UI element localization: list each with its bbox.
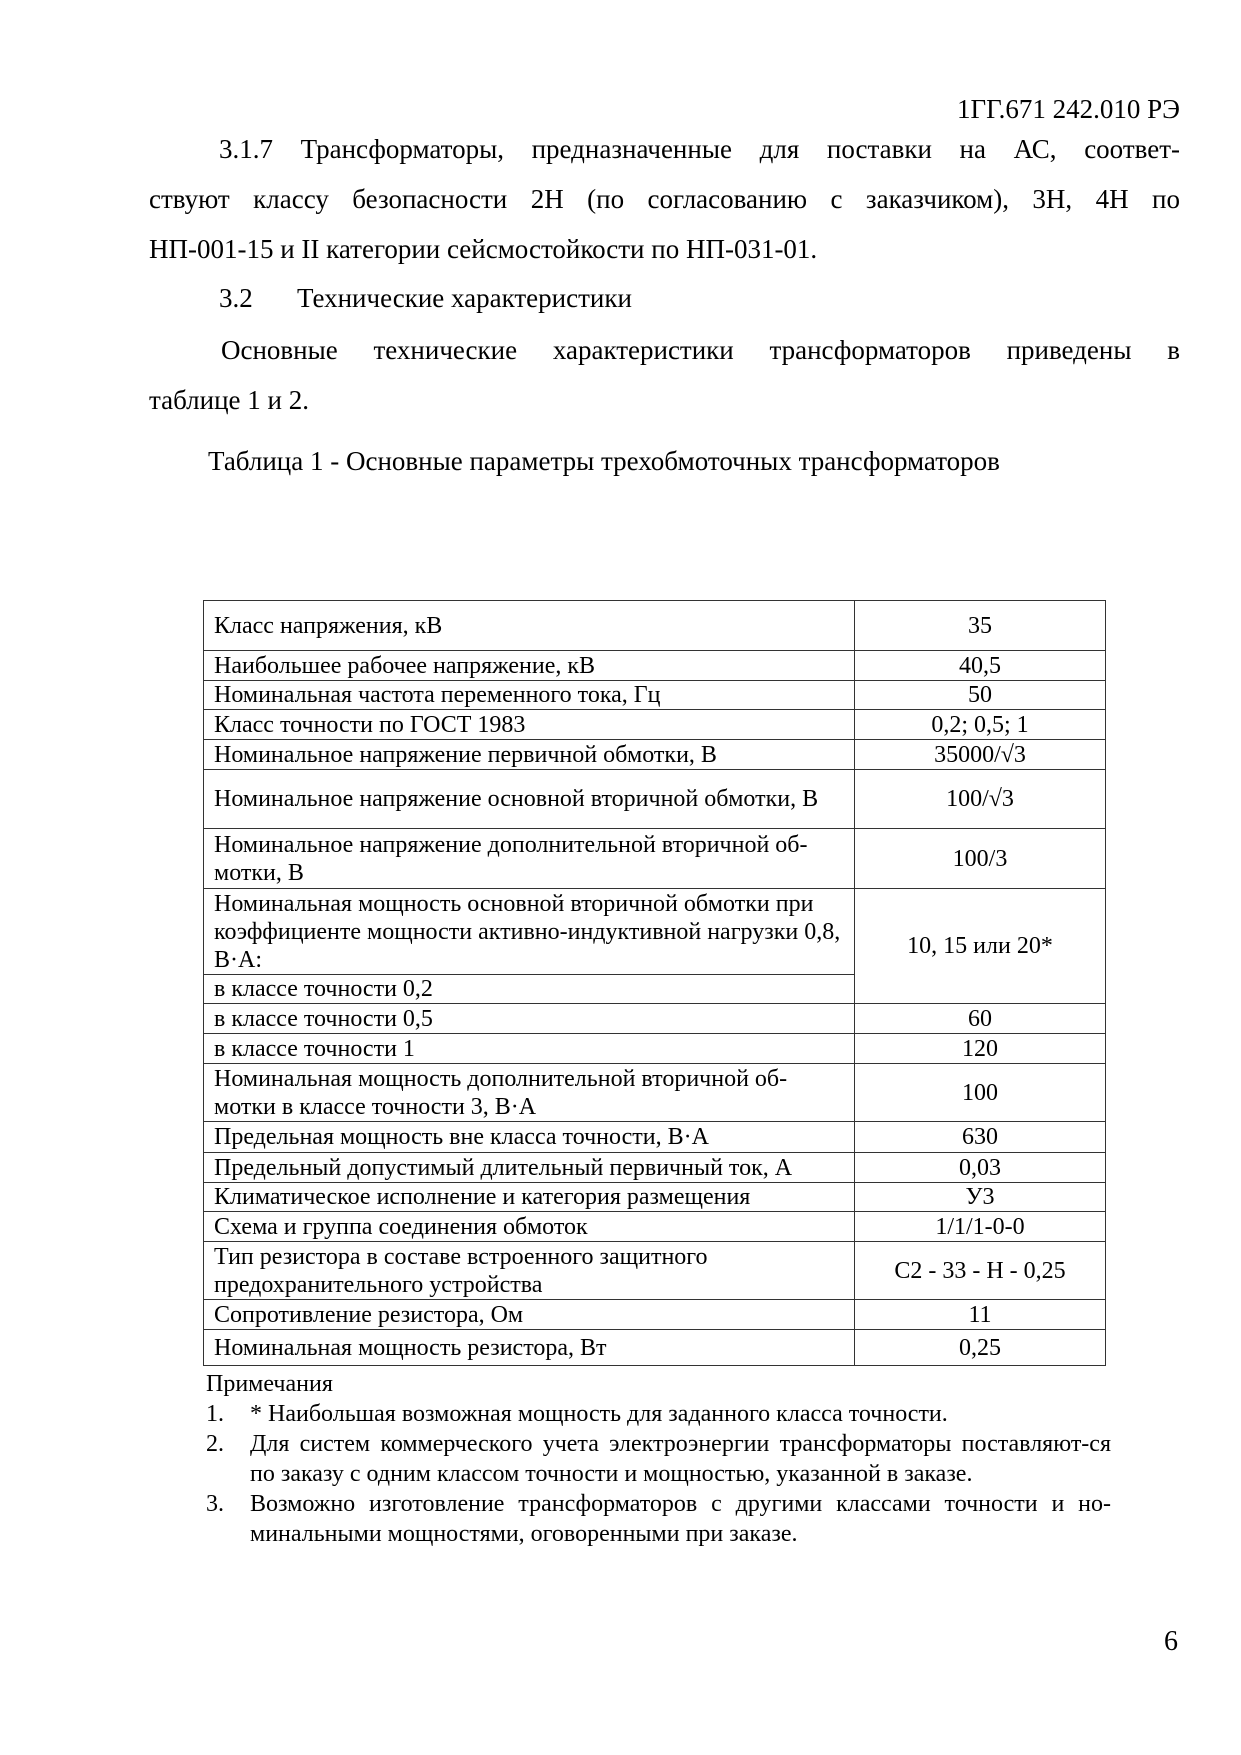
param-cell: Сопротивление резистора, Ом — [203, 1299, 855, 1330]
table-row: Номинальная мощность дополнительной втор… — [203, 1063, 1106, 1122]
parameters-table: Класс напряжения, кВ 35 Наибольшее рабоче… — [203, 600, 1106, 1366]
table-row: Номинальная мощность резистора, Вт 0,25 — [203, 1329, 1106, 1366]
intro-line: Основные технические характеристики тран… — [221, 335, 1180, 365]
param-cell: Наибольшее рабочее напряжение, кВ — [203, 650, 855, 681]
param-cell: Номинальная мощность дополнительной втор… — [203, 1063, 855, 1122]
intro-line: таблице 1 и 2. — [149, 385, 309, 415]
param-cell: Класс напряжения, кВ — [203, 600, 855, 651]
note-number: 1. — [206, 1401, 224, 1427]
table-row: Тип резистора в составе встроенного защи… — [203, 1241, 1106, 1300]
param-cell: Схема и группа соединения обмоток — [203, 1211, 855, 1242]
param-cell: в классе точности 1 — [203, 1033, 855, 1064]
value-cell: 100/√3 — [854, 769, 1106, 829]
param-cell: Номинальная частота переменного тока, Гц — [203, 680, 855, 710]
value-cell: 1/1/1-0-0 — [854, 1211, 1106, 1242]
paragraph-line: 3.1.7 Трансформаторы, предназначенные дл… — [219, 134, 1180, 164]
param-cell: Номинальная мощность основной вторичной … — [203, 888, 855, 975]
note-item: 1. * Наибольшая возможная мощность для за… — [206, 1399, 1111, 1429]
section-title: Технические характеристики — [297, 283, 632, 313]
value-cell: 0,25 — [854, 1329, 1106, 1366]
paragraph-line: ствуют классу безопасности 2Н (по соглас… — [149, 184, 1180, 214]
table-row: Наибольшее рабочее напряжение, кВ 40,5 — [203, 650, 1106, 681]
value-cell: 50 — [854, 680, 1106, 710]
value-cell: 60 — [854, 1003, 1106, 1034]
param-cell: Климатическое исполнение и категория раз… — [203, 1182, 855, 1212]
value-cell: 100/3 — [854, 828, 1106, 889]
note-number: 2. — [206, 1431, 224, 1457]
value-cell: 100 — [854, 1063, 1106, 1122]
table-row: Сопротивление резистора, Ом 11 — [203, 1299, 1106, 1330]
table-row: Класс напряжения, кВ 35 — [203, 600, 1106, 651]
table-row: Номинальное напряжение основной вторично… — [203, 769, 1106, 829]
value-cell: 10, 15 или 20* — [854, 888, 1106, 1004]
table-row: Схема и группа соединения обмоток 1/1/1-0… — [203, 1211, 1106, 1242]
note-number: 3. — [206, 1491, 224, 1517]
paragraph-line: НП-001-15 и II категории сейсмостойкости… — [149, 234, 818, 264]
value-cell: 35 — [854, 600, 1106, 651]
param-cell: Номинальное напряжение основной вторично… — [203, 769, 855, 829]
param-cell: Класс точности по ГОСТ 1983 — [203, 709, 855, 740]
param-cell: Номинальное напряжение дополнительной вт… — [203, 828, 855, 889]
value-cell: 35000/√3 — [854, 739, 1106, 770]
param-cell: Предельный допустимый длительный первичн… — [203, 1152, 855, 1183]
table-row: Номинальное напряжение первичной обмотки… — [203, 739, 1106, 770]
table-caption: Таблица 1 - Основные параметры трехобмот… — [208, 446, 1000, 476]
param-cell: Предельная мощность вне класса точности,… — [203, 1121, 855, 1153]
note-item: 2. Для систем коммерческого учета электро… — [206, 1429, 1111, 1489]
table-notes: Примечания 1. * Наибольшая возможная мощн… — [206, 1369, 1111, 1549]
param-cell: Номинальное напряжение первичной обмотки… — [203, 739, 855, 770]
note-text: Возможно изготовление трансформаторов с … — [250, 1491, 1111, 1547]
value-cell: 630 — [854, 1121, 1106, 1153]
table-row: Класс точности по ГОСТ 1983 0,2; 0,5; 1 — [203, 709, 1106, 740]
param-cell: в классе точности 0,2 — [203, 974, 855, 1004]
note-item: 3. Возможно изготовление трансформаторов … — [206, 1489, 1111, 1549]
table-row: Номинальная мощность основной вторичной … — [203, 888, 1106, 1004]
note-text: * Наибольшая возможная мощность для зада… — [250, 1401, 948, 1427]
table-row: в классе точности 0,5 60 — [203, 1003, 1106, 1034]
value-cell: 40,5 — [854, 650, 1106, 681]
value-cell: С2 - 33 - Н - 0,25 — [854, 1241, 1106, 1300]
value-cell: У3 — [854, 1182, 1106, 1212]
note-text: Для систем коммерческого учета электроэн… — [250, 1431, 1111, 1487]
section-number: 3.2 — [219, 283, 253, 313]
table-row: в классе точности 0,2 — [203, 974, 1106, 1004]
value-cell: 0,2; 0,5; 1 — [854, 709, 1106, 740]
value-cell: 11 — [854, 1299, 1106, 1330]
table-row: Предельный допустимый длительный первичн… — [203, 1152, 1106, 1183]
notes-title: Примечания — [206, 1371, 333, 1397]
value-cell: 0,03 — [854, 1152, 1106, 1183]
table-row: Номинальная частота переменного тока, Гц… — [203, 680, 1106, 710]
param-cell: в классе точности 0,5 — [203, 1003, 855, 1034]
table-row: Номинальное напряжение дополнительной вт… — [203, 828, 1106, 889]
table-row: в классе точности 1 120 — [203, 1033, 1106, 1064]
value-cell: 120 — [854, 1033, 1106, 1064]
page-number: 6 — [1164, 1626, 1178, 1657]
table-row: Климатическое исполнение и категория раз… — [203, 1182, 1106, 1212]
param-cell: Номинальная мощность резистора, Вт — [203, 1329, 855, 1366]
param-cell: Тип резистора в составе встроенного защи… — [203, 1241, 855, 1300]
table-row: Предельная мощность вне класса точности,… — [203, 1121, 1106, 1153]
document-code: 1ГГ.671 242.010 РЭ — [956, 94, 1180, 124]
